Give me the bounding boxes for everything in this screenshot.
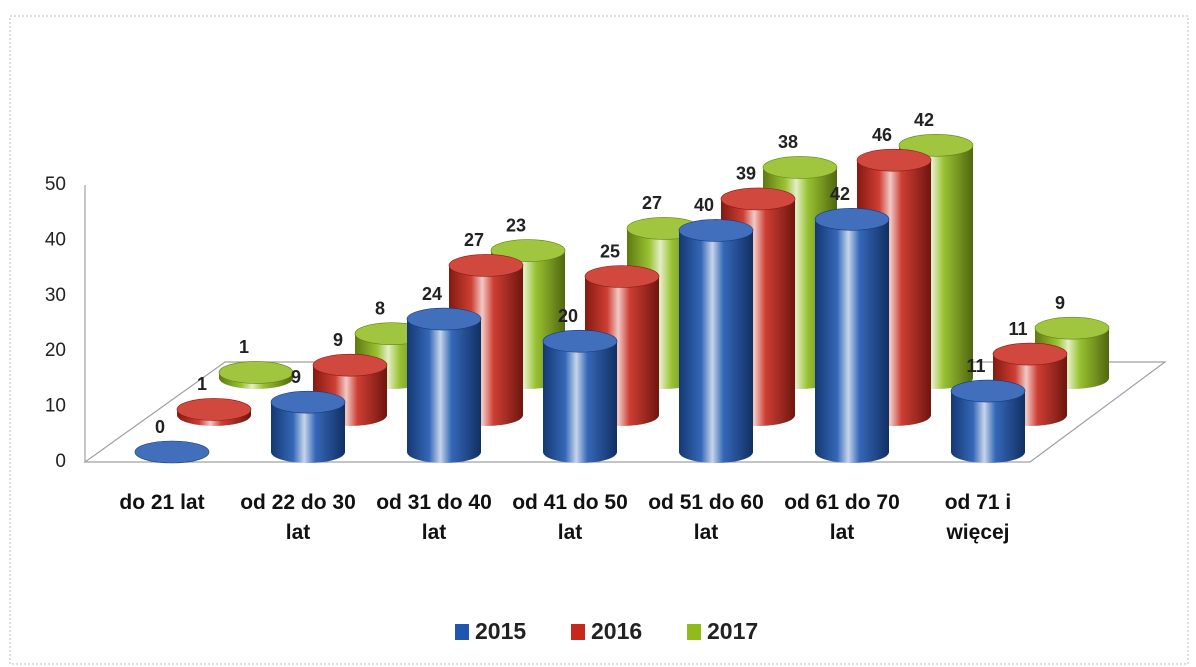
cylinder-top: [406, 307, 482, 331]
value-label: 9: [1055, 293, 1065, 313]
cylinder: [270, 390, 346, 463]
value-label: 0: [155, 417, 165, 437]
x-tick-label: od 71 i więcej: [944, 491, 1012, 544]
cylinder-top: [678, 219, 754, 242]
x-tick-label: do 21 lat: [119, 491, 205, 514]
cylinder-top: [584, 265, 660, 288]
y-tick-label: 40: [45, 229, 66, 250]
cylinder-top: [218, 361, 294, 384]
legend-label: 2016: [591, 618, 642, 644]
cylinder: [950, 379, 1026, 463]
legend-label: 2017: [707, 618, 758, 644]
value-label: 20: [558, 306, 578, 326]
x-tick-label: od 61 do 70 lat: [784, 491, 900, 544]
cylinder-top: [270, 390, 346, 414]
value-label: 9: [333, 330, 343, 350]
value-label: 27: [464, 230, 484, 250]
cylinder: [542, 329, 618, 463]
cylinder-top: [950, 379, 1026, 403]
cylinder-body: [407, 319, 481, 463]
cylinder: [814, 208, 890, 463]
value-label: 39: [736, 164, 756, 184]
x-tick-label: od 41 do 50 lat: [512, 491, 628, 544]
cylinder: [678, 219, 754, 463]
value-label: 11: [1008, 319, 1027, 339]
y-tick-label: 10: [45, 396, 66, 417]
cylinder-top: [814, 208, 890, 231]
legend-swatch: [455, 624, 469, 640]
x-tick-label: od 51 do 60 lat: [648, 491, 764, 544]
legend-swatch: [687, 624, 701, 640]
value-label: 40: [694, 195, 714, 215]
x-tick-label: od 31 do 40 lat: [376, 491, 492, 544]
legend-swatch: [571, 624, 585, 640]
cylinder: [218, 361, 294, 389]
cylinder-body: [543, 341, 617, 463]
frame: [9, 15, 1189, 665]
value-label: 24: [422, 284, 442, 304]
value-label: 8: [375, 298, 385, 318]
cylinder-top: [176, 398, 252, 421]
cylinder-top: [448, 254, 524, 277]
cylinder-top: [490, 239, 566, 262]
cylinder-top: [312, 353, 388, 377]
y-tick-label: 20: [45, 340, 66, 361]
value-label: 38: [778, 132, 798, 152]
cylinder-top: [762, 156, 838, 179]
cylinder: [406, 307, 482, 463]
cylinder-top: [856, 148, 932, 172]
cylinder-body: [951, 391, 1025, 463]
cylinder: [176, 398, 252, 426]
value-label: 9: [291, 367, 301, 387]
cylinder-top: [992, 342, 1068, 366]
y-tick-label: 50: [45, 174, 66, 195]
cylinder: [134, 440, 210, 464]
cylinder-body: [815, 219, 889, 463]
x-tick-label: od 22 do 30 lat: [240, 491, 356, 544]
value-label: 46: [872, 125, 892, 145]
cylinder-body: [271, 402, 345, 463]
value-label: 27: [642, 193, 662, 213]
cylinder-body: [679, 230, 753, 463]
value-label: 42: [830, 184, 850, 204]
value-label: 11: [966, 356, 985, 376]
value-label: 1: [239, 337, 249, 357]
cylinder-top: [1034, 316, 1110, 340]
value-label: 1: [197, 374, 207, 394]
y-tick-label: 0: [55, 451, 66, 472]
cylinder-top: [134, 440, 210, 464]
value-label: 42: [914, 110, 934, 130]
cylinder-top: [542, 329, 618, 353]
y-tick-label: 30: [45, 285, 66, 306]
cylinder-top: [898, 134, 974, 157]
value-label: 23: [506, 215, 526, 235]
value-label: 25: [600, 241, 620, 261]
legend-label: 2015: [475, 618, 526, 644]
cylinder-top: [720, 187, 796, 211]
